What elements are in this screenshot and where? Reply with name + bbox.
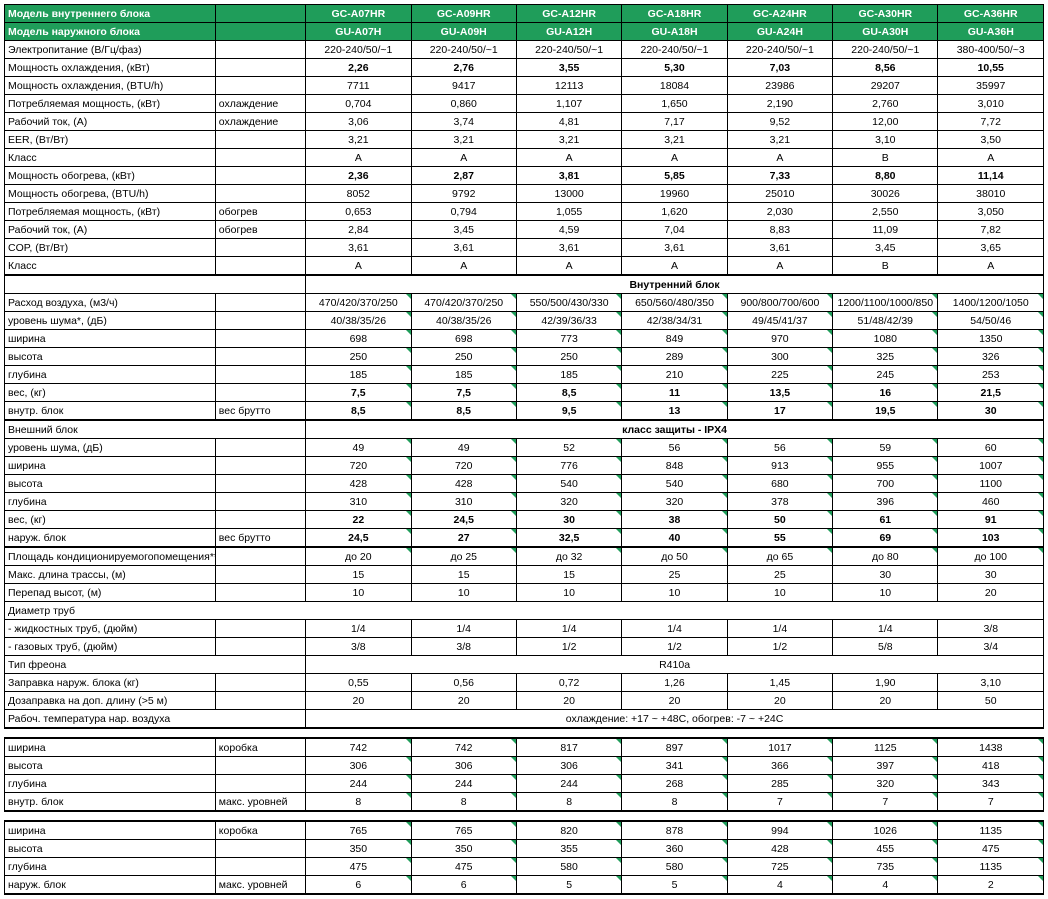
row-label: наруж. блок bbox=[5, 876, 216, 895]
row-label: глубина bbox=[5, 366, 216, 384]
row-label: Мощность обогрева, (кВт) bbox=[5, 167, 216, 185]
row-label: высота bbox=[5, 757, 216, 775]
header-indoor: GC-A18HR bbox=[622, 5, 727, 23]
header-indoor bbox=[215, 5, 305, 23]
row-label: Мощность охлаждения, (BTU/h) bbox=[5, 77, 216, 95]
row-label: Площадь кондиционируемогопомещения**, (м… bbox=[5, 547, 216, 566]
row-label: - газовых труб, (дюйм) bbox=[5, 638, 216, 656]
header-indoor: GC-A24HR bbox=[727, 5, 832, 23]
row-label: Мощность обогрева, (BTU/h) bbox=[5, 185, 216, 203]
row-label: Потребляемая мощность, (кВт) bbox=[5, 95, 216, 113]
header-indoor: GC-A12HR bbox=[516, 5, 621, 23]
row-label: высота bbox=[5, 840, 216, 858]
row-label: внутр. блок bbox=[5, 402, 216, 421]
row-label: уровень шума, (дБ) bbox=[5, 439, 216, 457]
header-outdoor: GU-A36H bbox=[938, 23, 1044, 41]
row-label: внутр. блок bbox=[5, 793, 216, 812]
header-outdoor: GU-A07H bbox=[306, 23, 411, 41]
row-label: высота bbox=[5, 348, 216, 366]
row-label: Рабочий ток, (А) bbox=[5, 113, 216, 131]
row-label: наруж. блок bbox=[5, 529, 216, 548]
row-label: Заправка наруж. блока (кг) bbox=[5, 674, 216, 692]
row-label: уровень шума*, (дБ) bbox=[5, 312, 216, 330]
row-label: Мощность охлаждения, (кВт) bbox=[5, 59, 216, 77]
header-outdoor: GU-A30H bbox=[833, 23, 938, 41]
spec-table: Модель внутреннего блока GC-A07HRGC-A09HR… bbox=[4, 4, 1044, 895]
section-indoor: Внутренний блок bbox=[306, 275, 1044, 294]
row-label: Класс bbox=[5, 257, 216, 276]
header-indoor: GC-A07HR bbox=[306, 5, 411, 23]
row-label: Перепад высот, (м) bbox=[5, 584, 216, 602]
row-label: глубина bbox=[5, 858, 216, 876]
row-label: Потребляемая мощность, (кВт) bbox=[5, 203, 216, 221]
temp-label: Рабоч. температура нар. воздуха bbox=[5, 710, 306, 729]
header-outdoor: GU-A24H bbox=[727, 23, 832, 41]
header-indoor: GC-A09HR bbox=[411, 5, 516, 23]
header-indoor: GC-A30HR bbox=[833, 5, 938, 23]
section-outdoor-right: класс защиты - IPX4 bbox=[306, 420, 1044, 439]
header-indoor: Модель внутреннего блока bbox=[5, 5, 216, 23]
temp-value: охлаждение: +17 ~ +48C, обогрев: -7 ~ +2… bbox=[306, 710, 1044, 729]
header-outdoor bbox=[215, 23, 305, 41]
row-label: COP, (Вт/Вт) bbox=[5, 239, 216, 257]
section-outdoor-left: Внешний блок bbox=[5, 420, 306, 439]
row-label: ширина bbox=[5, 457, 216, 475]
row-label: Электропитание (В/Гц/фаз) bbox=[5, 41, 216, 59]
row-label: - жидкостных труб, (дюйм) bbox=[5, 620, 216, 638]
header-outdoor: Модель наружного блока bbox=[5, 23, 216, 41]
row-label: Дозаправка на доп. длину (>5 м) bbox=[5, 692, 216, 710]
row-label: Класс bbox=[5, 149, 216, 167]
row-label: Расход воздуха, (м3/ч) bbox=[5, 294, 216, 312]
row-label: высота bbox=[5, 475, 216, 493]
row-label: ширина bbox=[5, 330, 216, 348]
freon-value: R410a bbox=[306, 656, 1044, 674]
row-label: Рабочий ток, (А) bbox=[5, 221, 216, 239]
row-label: вес, (кг) bbox=[5, 511, 216, 529]
header-outdoor: GU-A09H bbox=[411, 23, 516, 41]
row-label: глубина bbox=[5, 775, 216, 793]
row-label: глубина bbox=[5, 493, 216, 511]
header-outdoor: GU-A12H bbox=[516, 23, 621, 41]
pipes-title: Диаметр труб bbox=[5, 602, 1044, 620]
row-label: EER, (Вт/Вт) bbox=[5, 131, 216, 149]
freon-label: Тип фреона bbox=[5, 656, 306, 674]
row-label: ширина bbox=[5, 821, 216, 840]
header-indoor: GC-A36HR bbox=[938, 5, 1044, 23]
row-label: Макс. длина трассы, (м) bbox=[5, 566, 216, 584]
row-label: вес, (кг) bbox=[5, 384, 216, 402]
header-outdoor: GU-A18H bbox=[622, 23, 727, 41]
row-label: ширина bbox=[5, 738, 216, 757]
